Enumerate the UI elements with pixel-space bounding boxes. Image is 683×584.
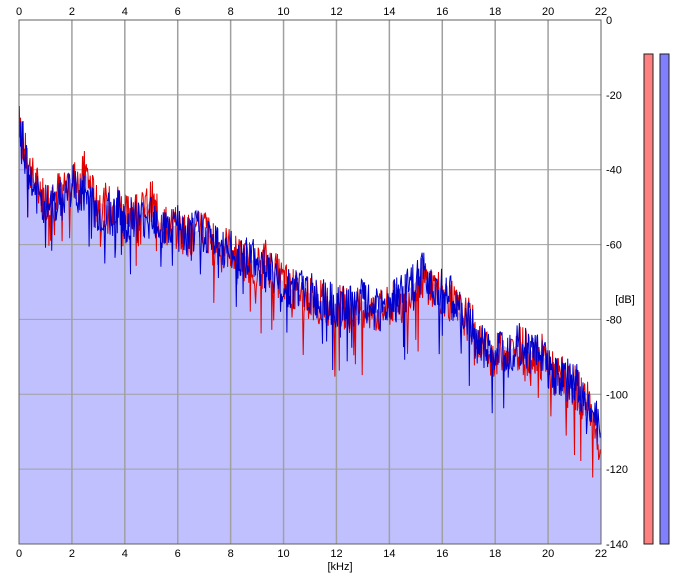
x-tick-label-top: 14 (383, 6, 395, 18)
x-tick-label-bottom: 0 (16, 548, 22, 560)
x-tick-label-bottom: 20 (542, 548, 554, 560)
spectrum-series-line-2 (18, 105, 602, 445)
x-tick-label-bottom: 12 (330, 548, 342, 560)
x-tick-label-top: 16 (436, 6, 448, 18)
x-tick-label-bottom: 8 (228, 548, 234, 560)
x-tick-label-bottom: 6 (175, 548, 181, 560)
y-tick-label: 0 (606, 15, 612, 27)
spectrum-fill-layer (19, 109, 601, 545)
tick-label-layer: 002244668810101212141416161818202022220-… (16, 6, 628, 560)
y-tick-label: -140 (606, 539, 628, 551)
x-tick-label-bottom: 22 (595, 548, 607, 560)
grid-layer (19, 20, 601, 544)
x-tick-label-bottom: 4 (122, 548, 128, 560)
x-tick-label-top: 18 (489, 6, 501, 18)
y-tick-label: -80 (606, 314, 622, 326)
x-tick-label-bottom: 10 (277, 548, 289, 560)
x-tick-label-top: 2 (69, 6, 75, 18)
spectrum-fill-area (19, 109, 601, 545)
x-tick-label-top: 12 (330, 6, 342, 18)
spectrum-series-line-1 (18, 110, 602, 478)
x-axis-label: [kHz] (327, 561, 352, 573)
x-tick-label-bottom: 2 (69, 548, 75, 560)
y-tick-label: -60 (606, 240, 622, 252)
x-tick-label-top: 22 (595, 6, 607, 18)
y-tick-label: -20 (606, 90, 622, 102)
series-layer (18, 105, 602, 478)
x-tick-label-top: 10 (277, 6, 289, 18)
y-tick-label: -100 (606, 389, 628, 401)
level-meter-bar-1 (643, 53, 654, 545)
x-tick-label-top: 6 (175, 6, 181, 18)
x-tick-label-top: 20 (542, 6, 554, 18)
x-tick-label-top: 8 (228, 6, 234, 18)
y-axis-label: [dB] (615, 294, 635, 306)
level-meters (643, 53, 670, 545)
plot-border (18, 19, 602, 545)
y-tick-label: -40 (606, 165, 622, 177)
x-tick-label-bottom: 14 (383, 548, 395, 560)
x-tick-label-bottom: 16 (436, 548, 448, 560)
y-tick-label: -120 (606, 464, 628, 476)
x-tick-label-top: 4 (122, 6, 128, 18)
x-tick-label-top: 0 (16, 6, 22, 18)
x-tick-label-bottom: 18 (489, 548, 501, 560)
level-meter-bar-2 (659, 53, 670, 545)
